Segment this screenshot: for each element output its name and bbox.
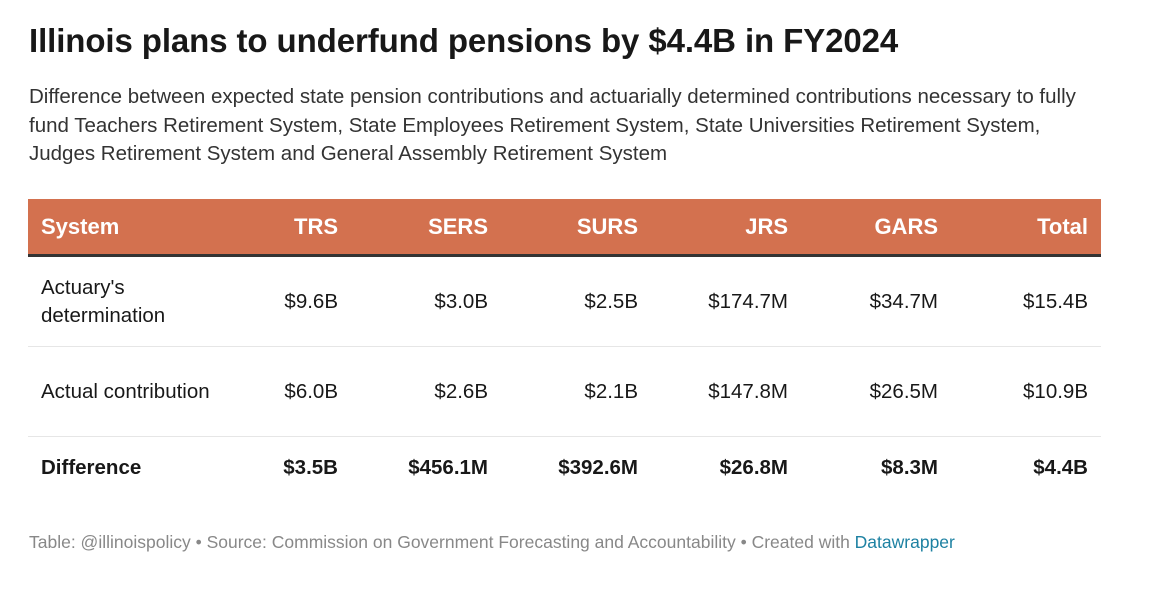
column-header-system: System xyxy=(28,199,241,257)
column-header-trs: TRS xyxy=(241,199,351,257)
column-header-gars: GARS xyxy=(801,199,951,257)
chart-subtitle: Difference between expected state pensio… xyxy=(29,85,1076,165)
chart-title: Illinois plans to underfund pensions by … xyxy=(29,22,899,59)
table-cell-surs: $392.6M xyxy=(558,456,638,479)
table-cell-sers: $456.1M xyxy=(408,456,488,479)
table-cell-gars: $8.3M xyxy=(881,456,938,479)
table-cell-surs: $2.5B xyxy=(501,255,651,347)
row-label: Difference xyxy=(41,456,142,479)
table-cell-gars: $34.7M xyxy=(801,255,951,347)
row-label: Actual contribution xyxy=(28,346,241,437)
table-cell-total: $15.4B xyxy=(951,255,1101,347)
source-credit: Table: @illinoispolicy • Source: Commiss… xyxy=(29,532,855,552)
column-header-surs: SURS xyxy=(501,199,651,257)
table-cell-jrs: $147.8M xyxy=(651,346,801,437)
table-cell-trs: $6.0B xyxy=(241,346,351,437)
pension-table: System TRS SERS SURS JRS GARS Total Actu… xyxy=(28,199,1101,499)
table-row-actuary-determination: Actuary's determination $9.6B $3.0B $2.5… xyxy=(28,255,1101,347)
table-cell-jrs: $26.8M xyxy=(719,456,788,479)
table-row-difference: Difference $3.5B $456.1M $392.6M $26.8M … xyxy=(28,437,1101,500)
table-cell-trs: $9.6B xyxy=(241,255,351,347)
table-cell-gars: $26.5M xyxy=(801,346,951,437)
chart-footer-notes: Table: @illinoispolicy • Source: Commiss… xyxy=(29,532,955,553)
datawrapper-link[interactable]: Datawrapper xyxy=(854,532,955,552)
table-cell-sers: $2.6B xyxy=(351,346,501,437)
column-header-jrs: JRS xyxy=(651,199,801,257)
row-label: Actuary's determination xyxy=(28,255,241,347)
table-cell-trs: $3.5B xyxy=(283,456,338,479)
table-cell-total: $10.9B xyxy=(951,346,1101,437)
table-cell-sers: $3.0B xyxy=(351,255,501,347)
table-cell-jrs: $174.7M xyxy=(651,255,801,347)
column-header-sers: SERS xyxy=(351,199,501,257)
table-cell-total: $4.4B xyxy=(1033,456,1088,479)
table-row-actual-contribution: Actual contribution $6.0B $2.6B $2.1B $1… xyxy=(28,346,1101,437)
table-cell-surs: $2.1B xyxy=(501,346,651,437)
column-header-total: Total xyxy=(951,199,1101,257)
table-header-row: System TRS SERS SURS JRS GARS Total xyxy=(28,199,1101,257)
